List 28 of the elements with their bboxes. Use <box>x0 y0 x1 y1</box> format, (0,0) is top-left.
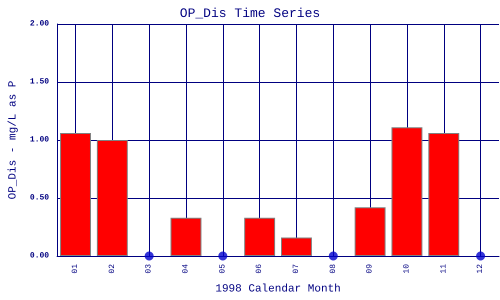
x-tick-label: 02 <box>108 264 117 274</box>
bar <box>281 237 312 256</box>
x-tick-label: 06 <box>255 264 264 274</box>
x-axis-title: 1998 Calendar Month <box>215 284 341 296</box>
x-tick-label: 03 <box>144 264 154 274</box>
bar <box>96 140 128 256</box>
x-tick-label: 10 <box>402 264 412 274</box>
x-tick-label: 05 <box>218 264 228 274</box>
y-tick-label: 0.00 <box>30 252 50 260</box>
y-tick-label: 0.50 <box>30 194 50 202</box>
x-tick-label: 04 <box>181 264 190 274</box>
bar <box>60 133 91 256</box>
x-tick-label: 12 <box>476 264 486 274</box>
y-tick-label: 1.50 <box>30 78 50 86</box>
x-tick-label: 08 <box>328 264 338 274</box>
x-tick-label: 01 <box>71 264 80 274</box>
chart-title: OP_Dis Time Series <box>180 6 320 21</box>
x-tick-label: 07 <box>292 264 301 274</box>
bar <box>244 218 276 256</box>
bar <box>354 207 386 256</box>
x-tick-label: 09 <box>366 264 375 274</box>
y-tick-label: 2.00 <box>30 20 50 28</box>
y-axis-title: OP_Dis - mg/L as P <box>8 80 20 200</box>
bar <box>428 133 460 256</box>
bar <box>391 127 422 256</box>
y-tick-label: 1.00 <box>30 136 50 144</box>
x-tick-label: 11 <box>439 264 448 274</box>
bar <box>170 218 202 256</box>
